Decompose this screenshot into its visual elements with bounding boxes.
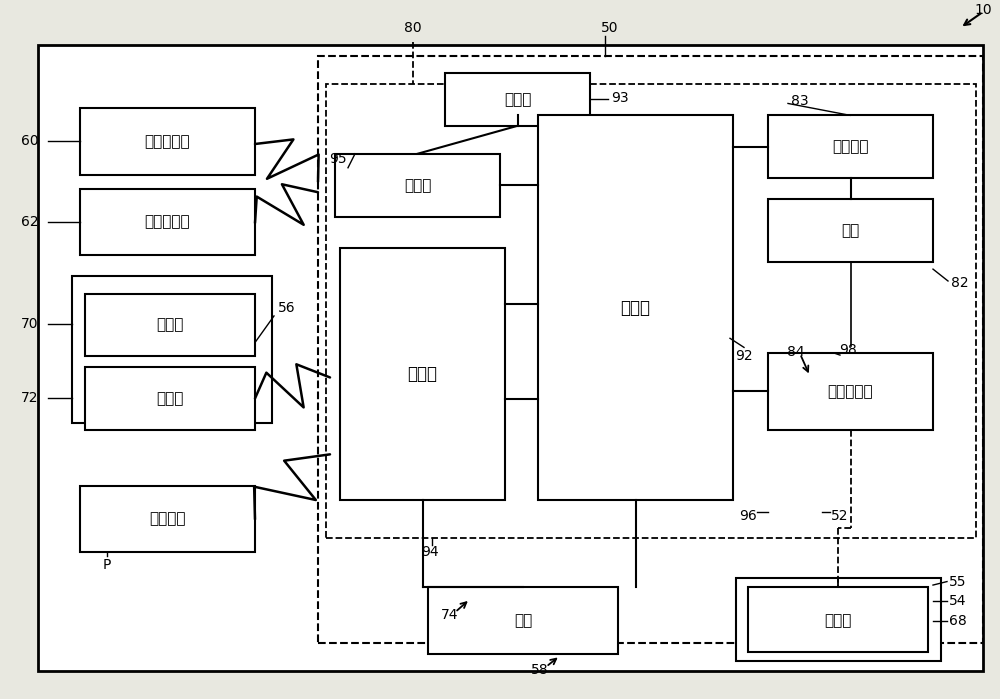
Text: 外部装置: 外部装置 (149, 512, 186, 526)
Text: 马达: 马达 (841, 223, 860, 238)
Bar (318, 56, 983, 643)
Text: 存储部: 存储部 (504, 92, 531, 107)
Text: 72: 72 (21, 391, 39, 405)
Text: 62: 62 (21, 215, 39, 229)
Bar (736, 578, 941, 661)
Text: 68: 68 (949, 614, 967, 628)
Bar (748, 587, 928, 652)
Text: 变速器: 变速器 (824, 613, 851, 628)
Text: 控制部: 控制部 (621, 298, 651, 317)
Bar (80, 486, 255, 552)
Bar (85, 367, 255, 430)
Bar (768, 199, 933, 262)
Text: 95: 95 (329, 152, 347, 166)
Bar (72, 276, 272, 423)
Bar (340, 248, 505, 500)
Bar (538, 115, 733, 500)
Text: 检测部: 检测部 (404, 178, 431, 193)
Text: 56: 56 (278, 301, 296, 315)
Text: 50: 50 (601, 21, 619, 35)
Text: 52: 52 (831, 509, 849, 523)
Text: 54: 54 (949, 594, 967, 608)
Text: 通信部: 通信部 (408, 365, 438, 383)
Text: 93: 93 (611, 91, 629, 105)
Text: 电池: 电池 (514, 613, 532, 628)
Bar (80, 108, 255, 175)
Bar (768, 115, 933, 178)
Text: 10: 10 (974, 3, 992, 17)
Text: 74: 74 (441, 608, 459, 622)
Text: 通信部: 通信部 (156, 391, 184, 406)
Text: 转矩传感器: 转矩传感器 (145, 134, 190, 149)
Bar (428, 587, 618, 654)
Bar (768, 353, 933, 430)
Text: 驱动电路: 驱动电路 (832, 139, 869, 154)
Bar (445, 73, 590, 126)
Text: 96: 96 (739, 509, 757, 523)
Text: 82: 82 (951, 276, 969, 290)
Text: 车速传感器: 车速传感器 (145, 215, 190, 229)
Text: 操作部: 操作部 (156, 317, 184, 333)
Text: 94: 94 (421, 545, 439, 559)
Text: P: P (103, 558, 111, 572)
Bar (335, 154, 500, 217)
Bar (85, 294, 255, 356)
Text: 电动致动器: 电动致动器 (828, 384, 873, 399)
Text: 92: 92 (735, 350, 753, 363)
Text: 70: 70 (21, 317, 39, 331)
Text: 55: 55 (949, 575, 967, 589)
Bar (326, 84, 976, 538)
Bar (38, 45, 983, 671)
Text: 58: 58 (531, 663, 549, 677)
Text: 83: 83 (791, 94, 809, 108)
Text: 80: 80 (404, 21, 422, 35)
Text: 60: 60 (21, 134, 39, 148)
Bar (80, 189, 255, 255)
Text: 98: 98 (839, 343, 857, 356)
Text: 84: 84 (787, 345, 805, 359)
